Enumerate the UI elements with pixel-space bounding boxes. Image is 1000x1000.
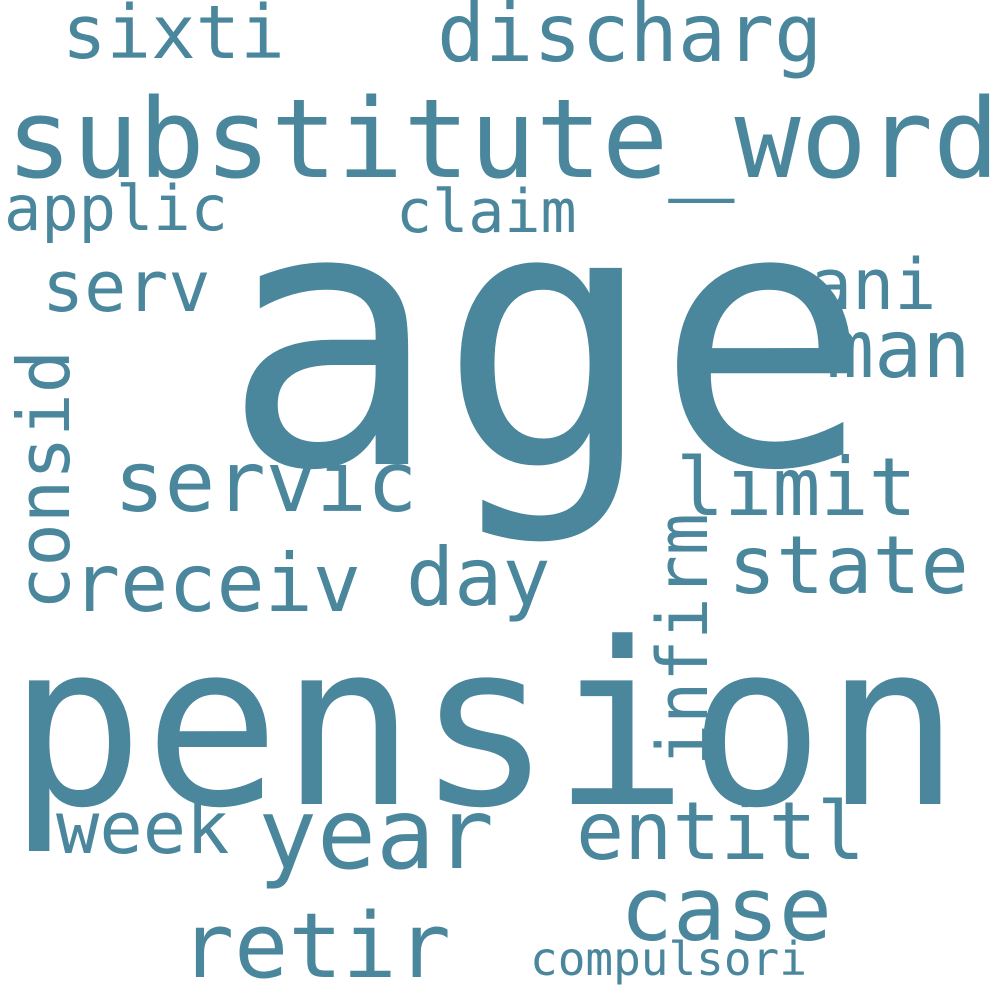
word-ani: ani	[810, 244, 937, 326]
word-sixti: sixti	[62, 0, 285, 76]
word-man: man	[826, 303, 971, 396]
word-consid: consid	[2, 349, 86, 610]
word-limit: limit	[676, 441, 917, 534]
word-age: age	[222, 130, 873, 549]
word-servic: servic	[114, 433, 418, 531]
word-compulsori: compulsori	[530, 932, 807, 986]
word-applic: applic	[4, 172, 228, 245]
word-case: case	[620, 858, 832, 961]
word-entitl: entitl	[576, 785, 865, 878]
word-substitute-word: substitute_word	[6, 75, 1000, 203]
word-receiv: receiv	[72, 537, 361, 630]
word-week: week	[56, 786, 230, 870]
word-serv: serv	[42, 246, 211, 328]
word-discharg: discharg	[437, 0, 823, 80]
word-claim: claim	[396, 177, 577, 247]
word-day: day	[406, 531, 551, 624]
word-year: year	[258, 778, 495, 892]
word-state: state	[728, 519, 969, 612]
word-pension: pension	[8, 595, 961, 858]
word-retir: retir	[180, 894, 451, 999]
